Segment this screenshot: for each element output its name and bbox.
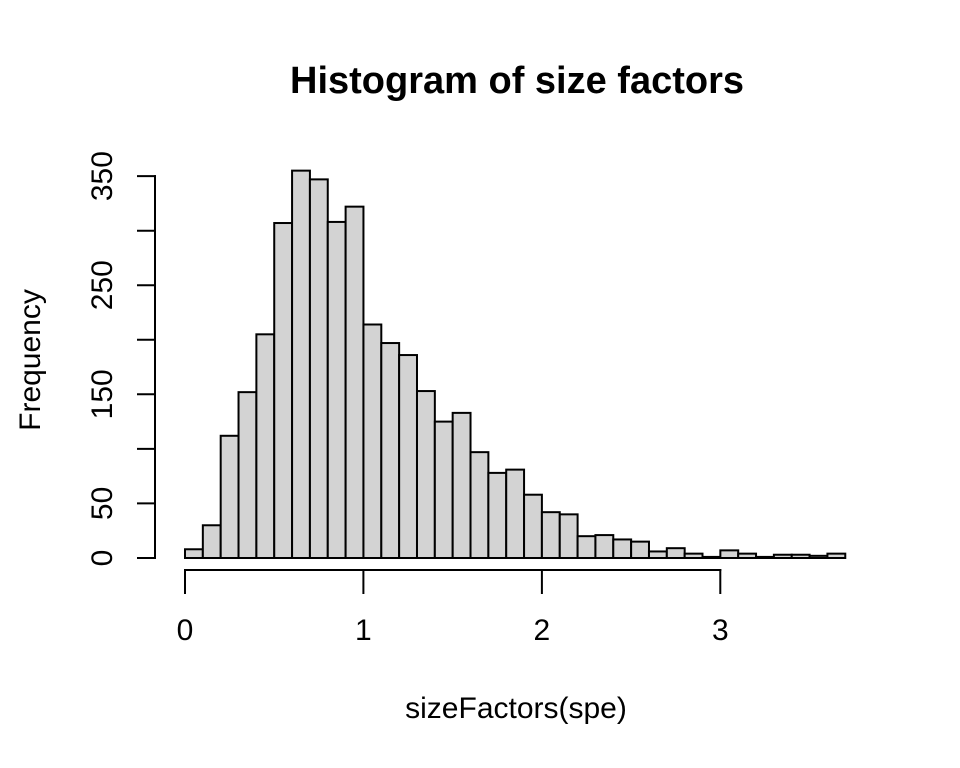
x-axis-label: sizeFactors(spe): [405, 692, 627, 725]
x-tick-label: 1: [355, 614, 372, 647]
histogram-bar: [665, 547, 686, 559]
y-tick-label: 50: [86, 487, 119, 520]
histogram-bar: [505, 468, 526, 559]
histogram-bar: [380, 342, 401, 560]
histogram-bar: [255, 333, 276, 559]
histogram-bar: [433, 420, 454, 559]
histogram-bar: [701, 555, 722, 559]
y-tick-label: 250: [86, 260, 119, 310]
histogram-bar: [790, 553, 811, 559]
histogram-bar: [808, 554, 829, 560]
histogram-bar: [291, 169, 311, 559]
histogram-bar: [630, 540, 650, 560]
y-tick-label: 150: [86, 369, 119, 419]
x-tick-label: 3: [712, 614, 729, 647]
histogram-bar: [308, 178, 329, 559]
y-tick-label: 350: [86, 151, 119, 201]
histogram-bar: [237, 391, 258, 559]
histogram-bar: [398, 354, 418, 559]
histogram-bar: [826, 552, 847, 560]
chart-title: Histogram of size factors: [290, 60, 744, 102]
histogram-bar: [558, 513, 579, 559]
x-tick-label: 2: [534, 614, 551, 647]
histogram-bar: [184, 548, 204, 560]
y-tick-label: 0: [86, 550, 119, 567]
histogram-bar: [469, 451, 490, 559]
histogram-bar: [451, 411, 472, 559]
histogram-bar: [755, 555, 775, 559]
histogram-bar: [772, 553, 793, 559]
histogram-bar: [594, 534, 615, 560]
histogram-bar: [415, 390, 436, 559]
histogram-bar: [201, 524, 222, 560]
histogram-bar: [523, 493, 543, 559]
histogram-bar: [683, 552, 704, 560]
axes: 0 50 150 250 350 0 1 2 3: [86, 151, 729, 647]
histogram-bar: [326, 220, 347, 559]
histogram-bars: [184, 169, 847, 560]
histogram-bar: [612, 538, 633, 560]
histogram-bar: [344, 205, 365, 559]
histogram-bar: [576, 535, 597, 559]
y-axis-label: Frequency: [14, 289, 47, 431]
histogram-bar: [737, 552, 758, 560]
histogram-bar: [540, 511, 561, 559]
histogram-bar: [647, 550, 668, 560]
histogram-bar: [219, 434, 240, 560]
histogram-bar: [362, 323, 383, 559]
histogram-bar: [487, 471, 508, 560]
histogram-bar: [719, 549, 740, 559]
histogram-bar: [273, 222, 294, 560]
x-tick-label: 0: [177, 614, 194, 647]
